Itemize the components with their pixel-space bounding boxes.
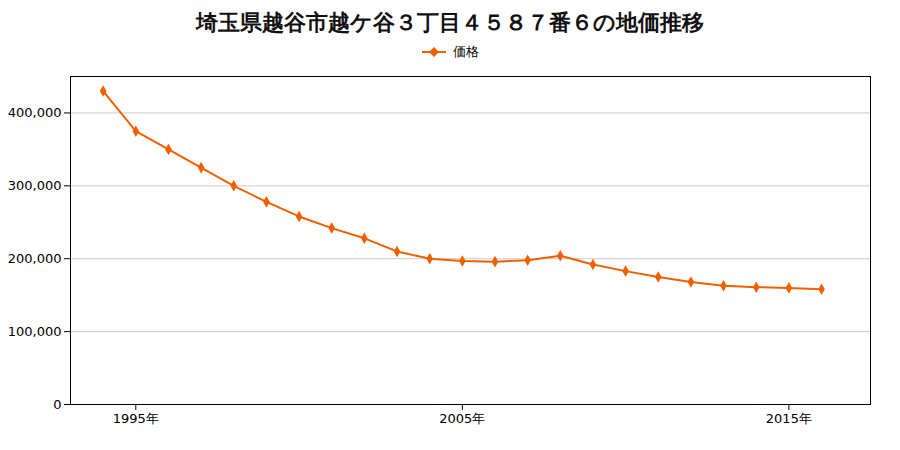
svg-text:300,000: 300,000 — [8, 178, 62, 193]
svg-text:1995年: 1995年 — [113, 411, 159, 426]
svg-text:200,000: 200,000 — [8, 251, 62, 266]
svg-text:2015年: 2015年 — [766, 411, 812, 426]
svg-text:100,000: 100,000 — [8, 324, 62, 339]
svg-text:2005年: 2005年 — [439, 411, 485, 426]
html-text:価格: 価格 — [453, 44, 479, 59]
svg-text:0: 0 — [53, 397, 61, 412]
svg-text:400,000: 400,000 — [8, 105, 62, 120]
html-text:埼玉県越谷市越ケ谷３丁目４５８７番６の地価推移: 埼玉県越谷市越ケ谷３丁目４５８７番６の地価推移 — [196, 10, 704, 35]
